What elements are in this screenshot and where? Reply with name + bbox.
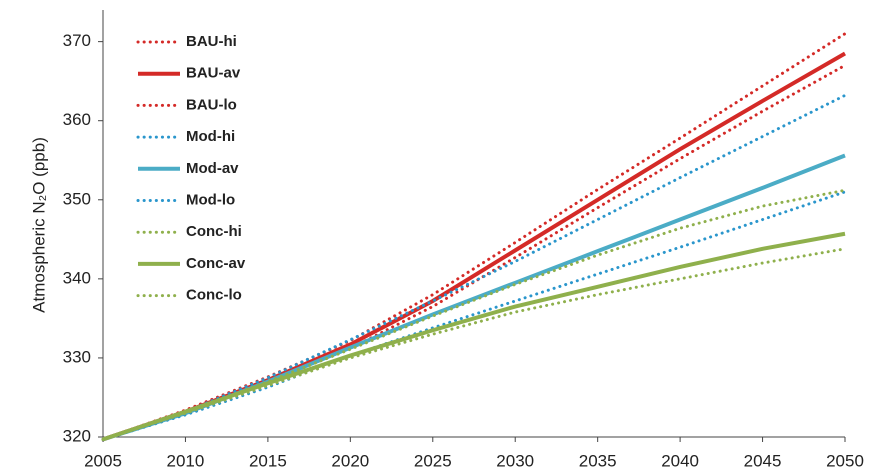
legend-label: Mod-hi <box>186 128 235 145</box>
line-series <box>102 231 846 442</box>
legend-label: Conc-av <box>186 255 246 272</box>
y-tick-label: 340 <box>63 268 91 287</box>
line-series <box>101 32 847 441</box>
x-tick-label: 2045 <box>744 451 782 470</box>
y-tick-label: 320 <box>63 426 91 445</box>
legend-label: BAU-av <box>186 65 241 82</box>
x-tick-label: 2035 <box>579 451 617 470</box>
line-series <box>101 188 847 441</box>
y-tick-label: 370 <box>63 31 91 50</box>
x-tick-label: 2010 <box>167 451 205 470</box>
line-series <box>101 190 847 441</box>
x-tick-label: 2030 <box>496 451 534 470</box>
legend-label: Mod-lo <box>186 191 235 208</box>
line-series <box>101 63 847 441</box>
legend-label: Conc-hi <box>186 223 242 240</box>
x-tick-label: 2040 <box>661 451 699 470</box>
y-tick-label: 330 <box>63 347 91 366</box>
x-tick-label: 2050 <box>826 451 864 470</box>
line-series <box>101 93 847 441</box>
legend-label: Mod-av <box>186 160 239 177</box>
legend-label: BAU-lo <box>186 96 237 113</box>
y-tick-label: 360 <box>63 110 91 129</box>
x-tick-label: 2020 <box>331 451 369 470</box>
y-axis-label: Atmospheric N₂O (ppb) <box>29 137 48 313</box>
legend-label: BAU-hi <box>186 33 237 50</box>
y-tick-label: 350 <box>63 189 91 208</box>
x-tick-label: 2015 <box>249 451 287 470</box>
legend-label: Conc-lo <box>186 287 242 304</box>
x-tick-label: 2005 <box>84 451 122 470</box>
line-series <box>101 247 847 441</box>
x-tick-label: 2025 <box>414 451 452 470</box>
